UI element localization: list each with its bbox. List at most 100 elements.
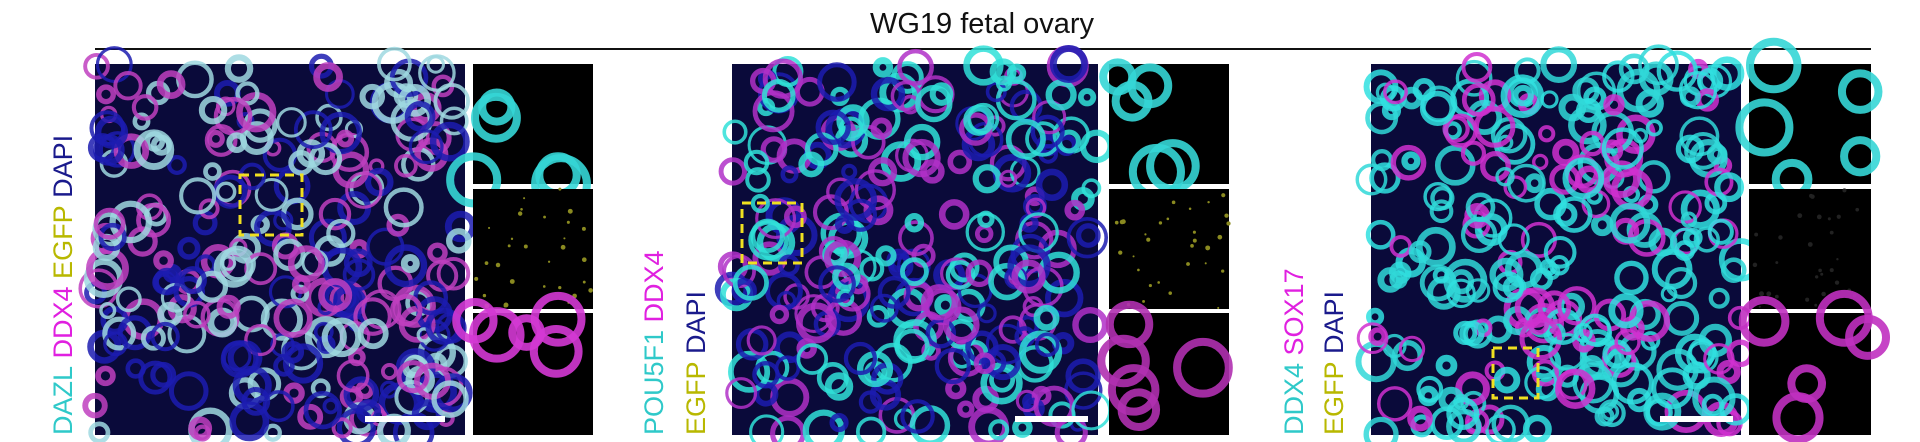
cell bbox=[988, 419, 1010, 441]
cell bbox=[1443, 113, 1478, 148]
cell bbox=[1608, 293, 1644, 329]
inset-image bbox=[1735, 37, 1883, 200]
cell bbox=[1065, 358, 1101, 394]
cell bbox=[318, 197, 352, 231]
speckle bbox=[563, 237, 566, 240]
cell bbox=[746, 325, 777, 356]
cell bbox=[1601, 127, 1644, 170]
cell bbox=[945, 260, 976, 290]
cell bbox=[260, 298, 303, 341]
cell bbox=[282, 343, 324, 384]
cell bbox=[93, 134, 125, 166]
cell bbox=[976, 303, 997, 324]
cell bbox=[1491, 404, 1530, 442]
speckle bbox=[1217, 306, 1220, 309]
cell bbox=[188, 416, 213, 441]
cell bbox=[1489, 257, 1524, 292]
speckle bbox=[517, 211, 523, 216]
cell bbox=[94, 115, 129, 149]
cell bbox=[436, 256, 471, 291]
cell bbox=[1640, 331, 1661, 351]
channel-name: DAPI bbox=[681, 291, 711, 354]
cell bbox=[1674, 240, 1696, 261]
cell bbox=[784, 205, 807, 229]
speckle bbox=[510, 237, 514, 241]
cell bbox=[818, 265, 856, 303]
cell bbox=[1455, 59, 1493, 97]
cell bbox=[929, 82, 954, 106]
cell bbox=[115, 286, 142, 313]
cell bbox=[875, 245, 897, 267]
cell bbox=[1554, 368, 1596, 409]
cell bbox=[168, 371, 209, 411]
cell bbox=[750, 218, 785, 254]
cell bbox=[795, 302, 837, 344]
cell bbox=[229, 401, 270, 442]
cell bbox=[418, 54, 456, 92]
cell bbox=[903, 123, 941, 161]
cell bbox=[1408, 240, 1432, 264]
speckle bbox=[1820, 272, 1824, 276]
speckle bbox=[1829, 230, 1834, 235]
cell bbox=[1127, 63, 1173, 109]
cell bbox=[829, 412, 849, 433]
speckle bbox=[1157, 281, 1160, 284]
cell bbox=[336, 129, 355, 148]
cell bbox=[902, 138, 941, 178]
cell bbox=[1524, 173, 1545, 194]
speckle bbox=[503, 304, 507, 308]
figure-title: WG19 fetal ovary bbox=[870, 8, 1095, 40]
cell bbox=[1429, 199, 1454, 224]
cell bbox=[192, 210, 218, 236]
cell bbox=[1665, 267, 1698, 300]
speckle bbox=[1118, 250, 1123, 255]
inset-background bbox=[1109, 189, 1229, 309]
channel-name: DAPI bbox=[1319, 291, 1349, 354]
cell bbox=[396, 360, 430, 394]
speckle bbox=[1797, 213, 1803, 219]
cell bbox=[136, 202, 172, 238]
speckle bbox=[1805, 297, 1810, 302]
cell bbox=[1419, 90, 1456, 126]
cell bbox=[1602, 60, 1635, 93]
speckle bbox=[488, 226, 491, 229]
speckle bbox=[1114, 220, 1119, 225]
speckle bbox=[581, 226, 586, 231]
speckle bbox=[1836, 258, 1839, 261]
cell bbox=[203, 162, 222, 181]
cell bbox=[394, 153, 418, 178]
cell bbox=[117, 315, 153, 351]
cell bbox=[288, 149, 314, 176]
cell bbox=[900, 257, 929, 287]
cell bbox=[904, 213, 925, 233]
channel-label: DAZL DDX4 EGFP DAPI bbox=[48, 135, 78, 435]
cell bbox=[1568, 105, 1607, 145]
cell bbox=[1377, 386, 1413, 422]
speckle bbox=[1119, 219, 1125, 225]
cell bbox=[166, 155, 187, 175]
cell bbox=[894, 328, 930, 364]
cell bbox=[241, 387, 271, 416]
cell bbox=[1446, 408, 1482, 442]
cell bbox=[1614, 260, 1649, 296]
inset-image bbox=[452, 291, 593, 435]
cell bbox=[1035, 168, 1069, 202]
speckle bbox=[1144, 233, 1147, 236]
speckle bbox=[1148, 283, 1152, 288]
cell bbox=[836, 104, 870, 138]
cell bbox=[877, 275, 911, 309]
cell bbox=[900, 399, 935, 434]
cell bbox=[1543, 235, 1577, 269]
cell bbox=[870, 117, 893, 140]
cell bbox=[1538, 125, 1556, 143]
speckle bbox=[1224, 213, 1229, 218]
cell bbox=[1578, 313, 1612, 347]
inset-image bbox=[1109, 189, 1231, 309]
cell bbox=[389, 294, 423, 327]
speckle bbox=[1188, 207, 1192, 210]
cell bbox=[303, 390, 342, 430]
cell bbox=[263, 423, 282, 442]
cell bbox=[999, 169, 1018, 188]
cell bbox=[1389, 270, 1408, 289]
